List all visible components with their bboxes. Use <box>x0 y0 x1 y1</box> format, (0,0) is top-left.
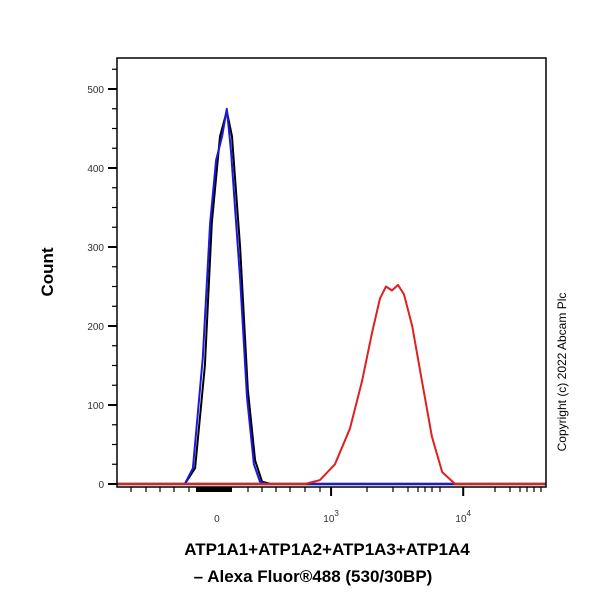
y-tick-label: 400 <box>87 164 104 175</box>
y-tick-label: 100 <box>87 401 104 412</box>
x-tick-label: 0 <box>214 514 220 525</box>
y-axis-ticks: 0 100 200 300 400 500 <box>87 68 117 491</box>
series-group <box>117 107 546 486</box>
y-tick-label: 300 <box>87 243 104 254</box>
x-tick-label: 104 <box>455 509 471 525</box>
x-minor-tick-cluster <box>196 487 232 492</box>
copyright-text: Copyright (c) 2022 Abcam Plc <box>555 293 569 452</box>
y-tick-label: 200 <box>87 322 104 333</box>
plot-frame <box>116 57 547 488</box>
y-axis-label: Count <box>38 247 57 296</box>
x-axis-label-line2: – Alexa Fluor®488 (530/30BP) <box>194 567 433 586</box>
series-line-black <box>117 110 546 485</box>
series-line-blue <box>117 107 546 485</box>
y-tick-label: 500 <box>87 85 104 96</box>
y-tick-label: 0 <box>98 480 104 491</box>
x-axis-ticks: 0 103 104 <box>130 487 542 525</box>
x-tick-label: 103 <box>323 509 339 525</box>
x-axis-label-line1: ATP1A1+ATP1A2+ATP1A3+ATP1A4 <box>184 540 470 559</box>
series-line-red <box>117 283 546 485</box>
